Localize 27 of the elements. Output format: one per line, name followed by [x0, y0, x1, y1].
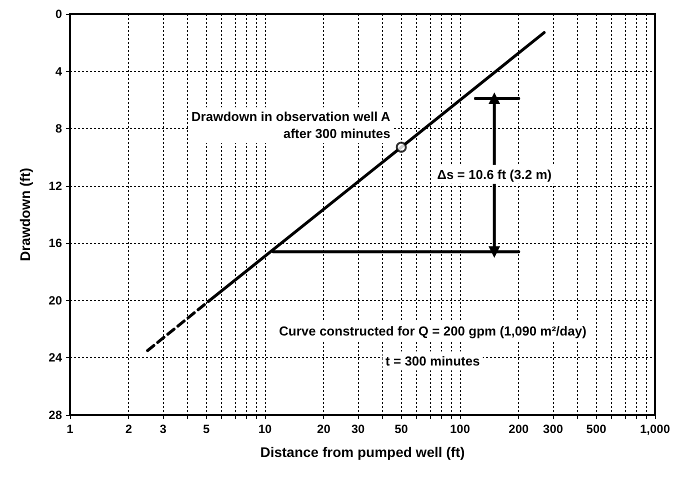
- y-tick-label: 20: [48, 293, 62, 308]
- y-tick-label: 8: [55, 122, 62, 136]
- annotation: Δs = 10.6 ft (3.2 m): [437, 166, 552, 182]
- x-tick-label: 50: [394, 422, 408, 436]
- y-tick-label: 24: [48, 350, 62, 365]
- x-tick-label: 200: [508, 422, 530, 436]
- x-tick-label: 5: [202, 422, 210, 436]
- x-tick-label: 500: [586, 422, 607, 436]
- y-tick-label: 28: [48, 408, 62, 422]
- x-tick-label: 300: [543, 422, 564, 436]
- x-tick-label: 3: [160, 422, 167, 436]
- x-tick-label: 30: [351, 422, 366, 436]
- y-tick-label: 16: [48, 236, 62, 250]
- annotation: t = 300 minutes: [386, 353, 480, 368]
- x-axis-title: Distance from pumped well (ft): [260, 444, 465, 460]
- y-axis-title: Drawdown (ft): [17, 168, 33, 262]
- x-tick-label: 2: [125, 422, 132, 436]
- y-tick-label: 12: [48, 178, 62, 193]
- y-tick-label: 4: [55, 64, 62, 78]
- x-tick-label: 1: [66, 422, 74, 436]
- x-tick-label: 1,000: [640, 422, 670, 436]
- x-tick-label: 10: [258, 422, 272, 436]
- x-tick-label: 100: [450, 422, 470, 436]
- y-tick-label: 0: [55, 7, 62, 21]
- x-tick-label: 20: [317, 422, 331, 436]
- annotation: Drawdown in observation well A after 300 minutes: [191, 109, 391, 142]
- annotation: Curve constructed for Q = 200 gpm (1,090 m²/day): [278, 323, 586, 338]
